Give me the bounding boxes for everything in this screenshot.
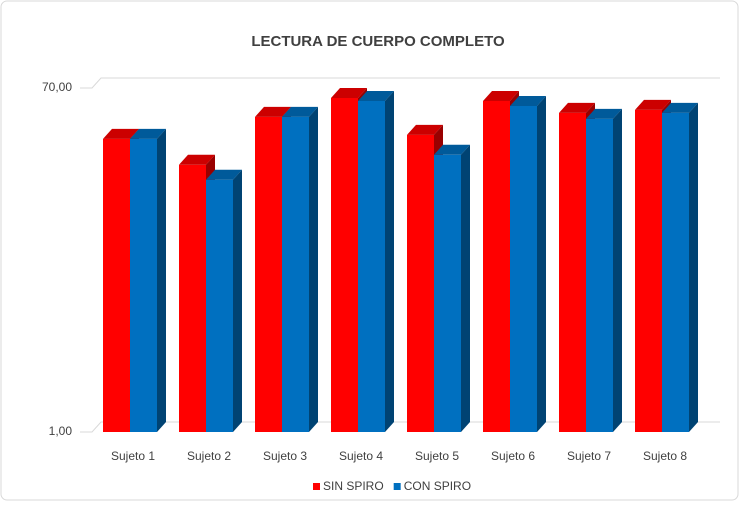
x-tick-label: Sujeto 1: [111, 449, 155, 463]
bar-top: [559, 102, 595, 113]
bar-side: [309, 106, 318, 432]
bar-top: [434, 144, 470, 155]
bar-front: [434, 154, 461, 433]
chart-title: LECTURA DE CUERPO COMPLETO: [251, 33, 505, 50]
bar-front: [586, 118, 613, 432]
bar-top: [130, 128, 166, 139]
bar-side: [157, 128, 166, 432]
bar-top: [662, 102, 698, 113]
bar-top: [586, 108, 622, 119]
bar-side: [385, 90, 394, 433]
bar-front: [179, 164, 206, 433]
grid-line: [80, 77, 720, 89]
bar-top: [358, 90, 394, 101]
bar-front: [206, 179, 233, 432]
bar-side: [689, 102, 698, 432]
bar: [206, 169, 242, 432]
y-tick-label: 1,00: [49, 424, 73, 438]
bar-top: [282, 106, 318, 117]
bar: [130, 128, 166, 432]
bar-front: [103, 138, 130, 432]
bar-top: [635, 99, 671, 110]
bar-top: [103, 128, 139, 139]
bar-front: [282, 116, 309, 432]
bar-front: [358, 100, 385, 433]
y-tick-label: 70,00: [42, 80, 72, 94]
bar-side: [233, 169, 242, 432]
bar-front: [559, 112, 586, 432]
bar-front: [331, 97, 358, 433]
x-tick-label: Sujeto 6: [491, 449, 535, 463]
bar-top: [483, 90, 519, 101]
bar: [510, 95, 546, 433]
bar-top: [510, 95, 546, 106]
bar-side: [613, 108, 622, 432]
bar-top: [179, 154, 215, 165]
bar-side: [537, 95, 546, 433]
bar: [282, 106, 318, 432]
bar-front: [255, 116, 282, 432]
x-tick-label: Sujeto 7: [567, 449, 611, 463]
x-tick-label: Sujeto 3: [263, 449, 307, 463]
x-tick-label: Sujeto 5: [415, 449, 459, 463]
bar: [662, 102, 698, 432]
bar-top: [407, 124, 443, 135]
bar-front: [662, 112, 689, 432]
bar-top: [331, 87, 367, 98]
legend-swatch: [393, 483, 401, 490]
legend-swatch: [313, 483, 320, 490]
bar-front: [635, 109, 662, 433]
bar-front: [510, 105, 537, 433]
bar: [434, 144, 470, 433]
bar: [358, 90, 394, 433]
bar: [407, 124, 443, 432]
legend-label: SIN SPIRO: [323, 479, 384, 493]
legend-label: CON SPIRO: [404, 479, 471, 493]
x-tick-label: Sujeto 4: [339, 449, 383, 463]
bar-front: [130, 138, 157, 432]
x-tick-label: Sujeto 8: [643, 449, 687, 463]
bar: [586, 108, 622, 432]
bar-top: [255, 106, 291, 117]
bar-top: [206, 169, 242, 180]
x-tick-label: Sujeto 2: [187, 449, 231, 463]
bar-side: [461, 144, 470, 433]
bar-front: [483, 100, 510, 433]
bar-front: [407, 134, 434, 432]
